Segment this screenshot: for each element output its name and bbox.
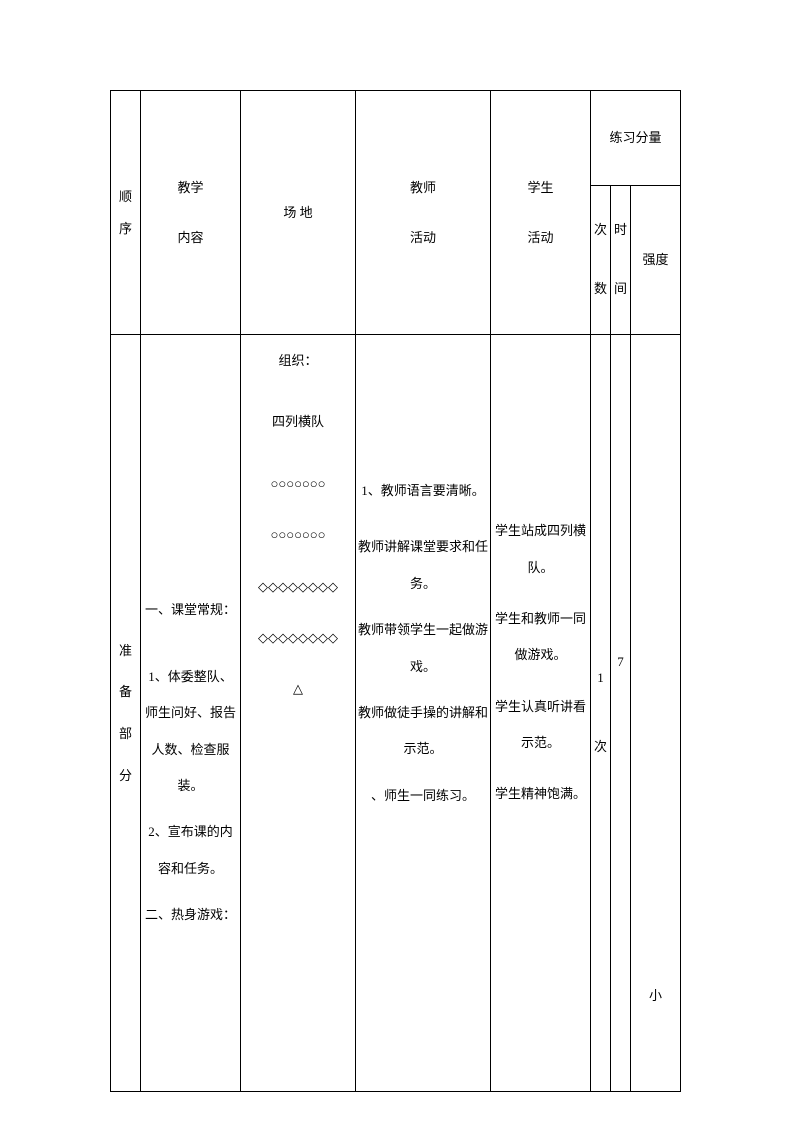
hdr-student-activity: 学生 活动	[491, 91, 591, 335]
body-time: 7	[611, 335, 631, 1092]
hdr-venue: 场 地	[241, 91, 356, 335]
body-sa-p3: 学生认真听讲看示范。	[493, 689, 588, 762]
body-tc-p4: 二、热身游戏：	[143, 897, 238, 933]
body-ta-p3: 教师带领学生一起做游戏。	[358, 612, 488, 685]
body-venue-p4: ○○○○○○○	[243, 517, 353, 553]
hdr-time: 时 间	[611, 186, 631, 335]
hdr-student-activity-l2: 活动	[493, 222, 588, 253]
body-sequence-l1: 准	[113, 630, 138, 672]
body-ta-p5: 、师生一同练习。	[358, 778, 488, 814]
body-ta-p2: 教师讲解课堂要求和任务。	[358, 529, 488, 602]
hdr-sequence: 顺序	[111, 91, 141, 335]
hdr-count: 次 数	[591, 186, 611, 335]
hdr-teacher-activity-l1: 教师	[358, 172, 488, 203]
body-count-l1: 1	[592, 664, 609, 693]
hdr-count-l1: 次	[592, 216, 609, 245]
body-time-val: 7	[612, 648, 629, 677]
hdr-intensity: 强度	[631, 186, 681, 335]
body-teacher-activity: 1、教师语言要清晰。 教师讲解课堂要求和任务。 教师带领学生一起做游戏。 教师做…	[356, 335, 491, 1092]
hdr-time-l2: 间	[612, 275, 629, 304]
body-venue-p2: 四列横队	[243, 404, 353, 440]
lesson-plan-table: 顺序 教学 内容 场 地 教师 活动 学生 活动 练习分量 次 数 时 间	[110, 90, 680, 1092]
body-count-l2: 次	[592, 733, 609, 762]
body-sequence: 准 备 部 分	[111, 335, 141, 1092]
hdr-student-activity-l1: 学生	[493, 172, 588, 203]
main-table: 顺序 教学 内容 场 地 教师 活动 学生 活动 练习分量 次 数 时 间	[110, 90, 681, 1092]
hdr-teacher-activity: 教师 活动	[356, 91, 491, 335]
body-tc-p1: 一、课堂常规：	[143, 592, 238, 628]
body-intensity: 小	[631, 335, 681, 1092]
hdr-teaching-content-l1: 教学	[143, 172, 238, 203]
body-venue-p3: ○○○○○○○	[243, 466, 353, 502]
body-teaching-content: 一、课堂常规： 1、体委整队、师生问好、报告人数、检查服装。 2、宣布课的内容和…	[141, 335, 241, 1092]
hdr-time-l1: 时	[612, 216, 629, 245]
body-venue-p5: ◇◇◇◇◇◇◇◇	[243, 569, 353, 605]
body-count: 1 次	[591, 335, 611, 1092]
hdr-count-l2: 数	[592, 275, 609, 304]
body-sequence-l3: 部	[113, 713, 138, 755]
body-sa-p2: 学生和教师一同做游戏。	[493, 601, 588, 674]
body-tc-p2: 1、体委整队、师生问好、报告人数、检查服装。	[143, 659, 238, 805]
body-venue-p1: 组织：	[243, 343, 353, 379]
hdr-teaching-content-l2: 内容	[143, 222, 238, 253]
body-tc-p3: 2、宣布课的内容和任务。	[143, 814, 238, 887]
body-sa-p1: 学生站成四列横队。	[493, 513, 588, 586]
body-ta-p1: 1、教师语言要清晰。	[358, 473, 488, 509]
hdr-practice-load: 练习分量	[591, 91, 681, 186]
body-sequence-l4: 分	[113, 755, 138, 797]
body-sa-p4: 学生精神饱满。	[493, 776, 588, 812]
header-row-1: 顺序 教学 内容 场 地 教师 活动 学生 活动 练习分量	[111, 91, 681, 186]
body-venue-p7: △	[243, 671, 353, 707]
body-ta-p4: 教师做徒手操的讲解和示范。	[358, 695, 488, 768]
hdr-teacher-activity-l2: 活动	[358, 222, 488, 253]
body-venue: 组织： 四列横队 ○○○○○○○ ○○○○○○○ ◇◇◇◇◇◇◇◇ ◇◇◇◇◇◇…	[241, 335, 356, 1092]
body-sequence-l2: 备	[113, 671, 138, 713]
body-row: 准 备 部 分 一、课堂常规： 1、体委整队、师生问好、报告人数、检查服装。 2…	[111, 335, 681, 1092]
body-student-activity: 学生站成四列横队。 学生和教师一同做游戏。 学生认真听讲看示范。 学生精神饱满。	[491, 335, 591, 1092]
body-venue-p6: ◇◇◇◇◇◇◇◇	[243, 620, 353, 656]
hdr-teaching-content: 教学 内容	[141, 91, 241, 335]
